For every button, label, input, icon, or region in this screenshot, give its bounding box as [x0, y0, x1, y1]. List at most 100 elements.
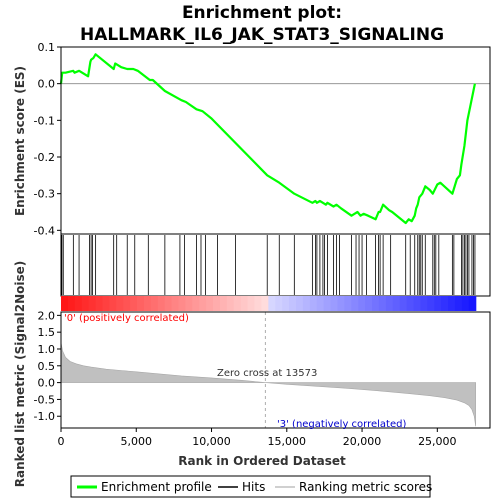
es-y-tick-label: 0.1	[38, 41, 56, 54]
heat-bar-segment	[240, 296, 249, 311]
rank-metric-fill	[60, 342, 476, 427]
rank-panel-frame	[60, 311, 491, 429]
heat-bar-segment	[330, 296, 339, 311]
heat-bar-segment	[461, 296, 470, 311]
heat-bar-segment	[295, 296, 304, 311]
es-y-tick-label: -0.3	[34, 188, 55, 201]
heat-bar-segment	[385, 296, 394, 311]
heat-bar-segment	[213, 296, 221, 311]
heat-bar-segment	[399, 296, 408, 311]
heat-bar-segment	[413, 296, 422, 311]
heat-bar-segment	[344, 296, 352, 311]
heat-bar-segment	[392, 296, 401, 311]
rank-y-tick-label: -0.5	[34, 393, 55, 406]
es-panel-background	[61, 47, 490, 234]
heat-bar-segment	[378, 296, 387, 311]
heat-bar-segment	[309, 296, 318, 311]
negative-correlated-label: '3' (negatively correlated)	[277, 419, 406, 430]
x-axis: 0 5,000 10,000 15,000 20,000 25,000	[58, 428, 457, 448]
heat-bar-segment	[81, 296, 90, 311]
heat-bar-segment	[150, 296, 159, 311]
legend: Enrichment profile Hits Ranking metric s…	[70, 475, 432, 498]
heat-bar-segment	[219, 296, 228, 311]
hits-group	[61, 235, 476, 295]
ranking-heat-bar	[61, 296, 477, 311]
heat-bar-segment	[95, 296, 104, 311]
heat-bar-segment	[454, 296, 463, 311]
heat-bar-segment	[282, 296, 290, 311]
rank-panel-background	[61, 312, 490, 428]
x-tick-label: 5,000	[121, 435, 153, 448]
es-y-tick-label: 0.0	[38, 78, 56, 91]
heat-bar-segment	[109, 296, 117, 311]
heat-bar-segment	[233, 296, 242, 311]
heat-bar-segment	[171, 296, 180, 311]
es-line-group	[59, 53, 476, 225]
x-axis-label: Rank in Ordered Dataset	[178, 454, 346, 468]
heat-bar-segment	[406, 296, 415, 311]
legend-hits-label: Hits	[242, 480, 265, 494]
heat-bar-segment	[289, 296, 297, 311]
heat-bar-segment	[123, 296, 131, 311]
legend-box	[70, 475, 431, 498]
heat-bar-segment	[88, 296, 97, 311]
heat-bar-segment	[351, 296, 359, 311]
zero-cross-label: Zero cross at 13573	[217, 368, 317, 379]
heat-bar-segment	[143, 296, 152, 311]
heat-bar-segment	[468, 296, 477, 311]
x-tick-label: 10,000	[192, 435, 231, 448]
heat-bar-segment	[61, 296, 69, 311]
es-y-axis: 0.1 0.0 -0.1 -0.2 -0.3 -0.4	[34, 41, 61, 237]
rank-y-axis-label: Ranked list metric (Signal2Noise)	[13, 261, 27, 488]
heat-bar-segment	[434, 296, 442, 311]
positive-correlated-label: '0' (positively correlated)	[64, 313, 189, 324]
ranking-metric-area	[60, 342, 476, 427]
rank-y-tick-label: 1.0	[38, 343, 56, 356]
legend-enrichment-label: Enrichment profile	[101, 480, 212, 494]
heat-bar-segment	[323, 296, 332, 311]
es-y-tick-label: -0.2	[34, 151, 55, 164]
heat-bar-segment	[199, 296, 207, 311]
heat-bar-segment	[164, 296, 173, 311]
heat-bar-segment	[192, 296, 200, 311]
heat-bar-segment	[247, 296, 256, 311]
x-tick-label: 0	[58, 435, 65, 448]
x-tick-label: 20,000	[343, 435, 382, 448]
heat-bar-segment	[137, 296, 145, 311]
rank-y-tick-label: -1.0	[34, 410, 55, 423]
chart-title-line-1: Enrichment plot:	[182, 3, 342, 23]
heat-bar-segment	[254, 296, 263, 311]
x-tick-label: 25,000	[418, 435, 457, 448]
heat-bar-segment	[261, 296, 269, 311]
heat-bar-segment	[302, 296, 311, 311]
es-y-tick-label: -0.1	[34, 114, 55, 127]
heat-bar-segment	[365, 296, 373, 311]
heat-bar-segment	[448, 296, 456, 311]
heat-bar-segment	[427, 296, 435, 311]
rank-y-tick-label: 0.0	[38, 377, 56, 390]
es-y-tick-label: -0.4	[34, 224, 55, 237]
legend-ranking-label: Ranking metric scores	[299, 480, 432, 494]
heat-bar-segment	[130, 296, 138, 311]
heat-bar-segment	[74, 296, 83, 311]
heat-bar-segment	[441, 296, 449, 311]
heat-bar-segment	[157, 296, 166, 311]
rank-y-tick-label: 1.5	[38, 326, 56, 339]
chart-title-line-2: HALLMARK_IL6_JAK_STAT3_SIGNALING	[80, 25, 444, 45]
heat-bar-segment	[226, 296, 235, 311]
x-tick-label: 15,000	[268, 435, 307, 448]
heat-bar-segment	[372, 296, 380, 311]
heat-bar-segment	[102, 296, 110, 311]
rank-y-tick-label: 0.5	[38, 360, 56, 373]
heat-bar-segment	[206, 296, 214, 311]
heat-bar-segment	[358, 296, 366, 311]
enrichment-profile-line	[59, 53, 476, 225]
heat-bar-segment	[185, 296, 193, 311]
heat-bar-segment	[268, 296, 276, 311]
heat-bar-segment	[316, 296, 325, 311]
es-y-axis-label: Enrichment score (ES)	[13, 66, 27, 216]
heat-bar-segment	[420, 296, 428, 311]
heat-bar-segment	[116, 296, 124, 311]
heat-bar-segment	[67, 296, 76, 311]
